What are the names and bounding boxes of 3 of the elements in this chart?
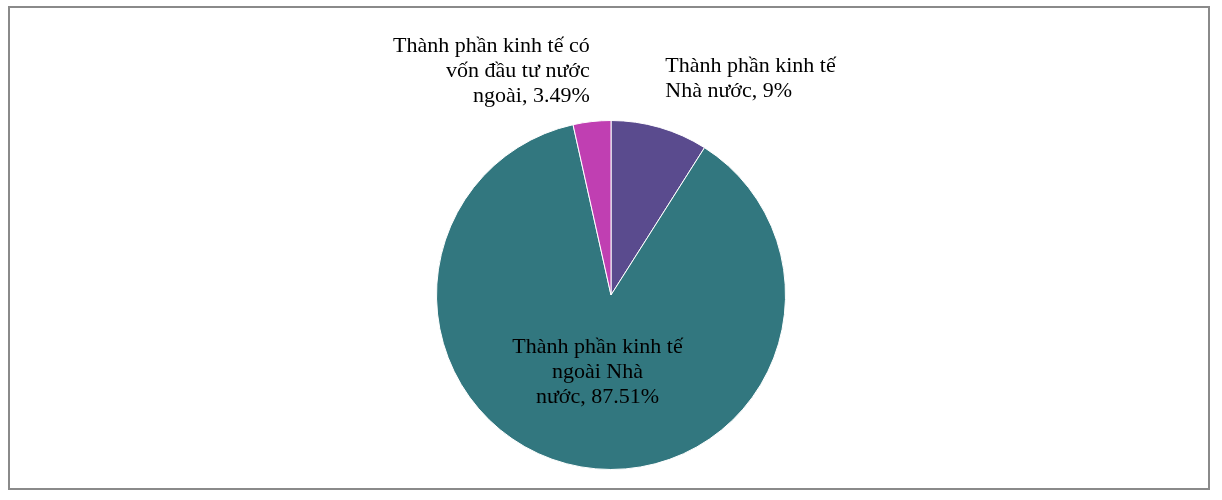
slice-label: Thành phần kinh tế Nhà nước, 9%: [665, 51, 837, 102]
slice-label: Thành phần kinh tế ngoài Nhà nước, 87.51%: [512, 333, 684, 409]
slice-label: Thành phần kinh tế có vốn đầu tư nước ngoài, 3.49%: [392, 32, 590, 108]
